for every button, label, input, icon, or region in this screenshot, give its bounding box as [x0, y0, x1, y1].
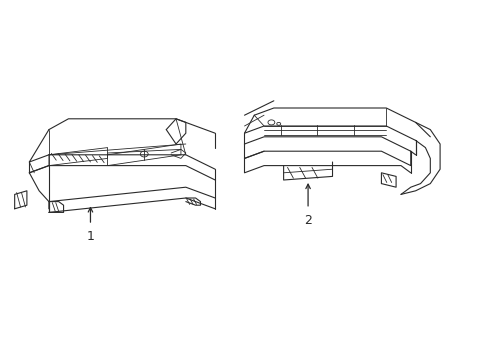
Text: 1: 1 — [86, 230, 94, 243]
Text: 2: 2 — [304, 214, 311, 227]
